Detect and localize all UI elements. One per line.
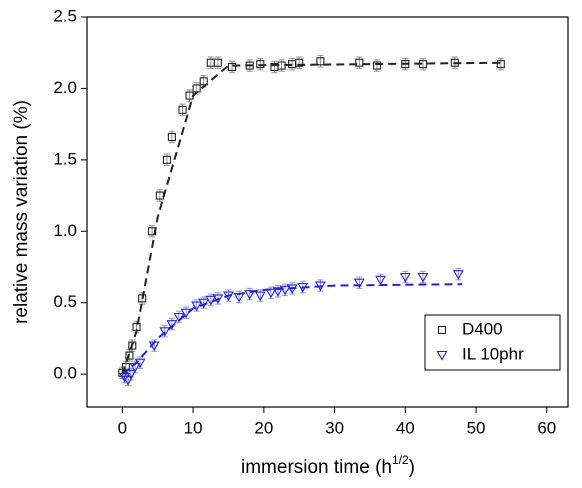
x-tick-label: 50 xyxy=(467,418,486,437)
y-tick-label: 0.5 xyxy=(53,292,77,311)
x-tick-label: 20 xyxy=(254,418,273,437)
marker xyxy=(452,270,464,280)
legend-marker xyxy=(436,350,448,361)
plot-frame xyxy=(86,16,569,408)
marker xyxy=(295,58,304,67)
marker xyxy=(180,308,192,319)
marker xyxy=(227,62,237,72)
marker xyxy=(198,298,210,309)
marker xyxy=(148,227,157,236)
x-tick-label: 10 xyxy=(184,418,203,437)
marker xyxy=(185,91,194,100)
marker xyxy=(128,341,137,350)
marker xyxy=(355,58,364,67)
marker xyxy=(178,105,187,114)
marker xyxy=(192,84,201,93)
marker xyxy=(496,60,505,69)
x-tick-label: 0 xyxy=(118,418,127,437)
legend-box xyxy=(424,314,561,371)
legend-marker xyxy=(437,325,447,335)
marker xyxy=(254,291,266,302)
x-axis-label: immersion time (h1/2) xyxy=(241,453,415,478)
marker xyxy=(297,282,309,293)
marker xyxy=(132,322,141,332)
marker xyxy=(205,295,217,306)
x-tick-label: 30 xyxy=(325,418,344,437)
marker xyxy=(256,60,265,69)
marker xyxy=(167,132,176,142)
marker xyxy=(244,290,256,300)
marker xyxy=(450,58,459,67)
marker xyxy=(162,155,171,164)
marker xyxy=(375,275,386,286)
y-axis-label: relative mass variation (%) xyxy=(11,100,32,324)
marker xyxy=(245,61,254,70)
y-tick-label: 2.0 xyxy=(53,78,77,97)
marker xyxy=(265,288,277,299)
marker xyxy=(125,351,134,360)
marker xyxy=(418,60,428,69)
legend-label: IL 10phr xyxy=(462,344,524,363)
marker xyxy=(173,312,185,323)
legend-label: D400 xyxy=(462,319,503,338)
marker xyxy=(272,287,284,297)
marker xyxy=(233,292,245,303)
marker xyxy=(125,370,137,380)
marker xyxy=(279,285,291,296)
marker xyxy=(119,372,130,383)
marker xyxy=(148,341,160,352)
y-tick-label: 1.0 xyxy=(53,221,77,240)
y-tick-label: 2.5 xyxy=(53,6,77,25)
marker xyxy=(212,294,224,305)
marker xyxy=(159,327,171,337)
marker xyxy=(166,320,178,330)
x-tick-label: 40 xyxy=(396,418,415,437)
marker xyxy=(223,291,234,302)
marker xyxy=(134,358,146,369)
marker xyxy=(213,58,222,67)
y-tick-label: 1.5 xyxy=(53,149,77,168)
marker xyxy=(199,77,208,86)
marker xyxy=(277,61,286,70)
x-tick-label: 60 xyxy=(537,418,556,437)
marker xyxy=(399,272,411,283)
marker xyxy=(286,284,298,295)
marker xyxy=(314,281,326,292)
marker xyxy=(129,362,141,373)
marker xyxy=(191,301,203,312)
marker xyxy=(316,57,325,66)
fit-line xyxy=(121,283,462,375)
marker xyxy=(401,60,410,69)
marker xyxy=(138,294,147,303)
marker xyxy=(372,61,382,70)
marker xyxy=(155,191,164,200)
marker xyxy=(417,272,429,283)
y-tick-label: 0.0 xyxy=(53,364,77,383)
marker xyxy=(353,278,365,289)
